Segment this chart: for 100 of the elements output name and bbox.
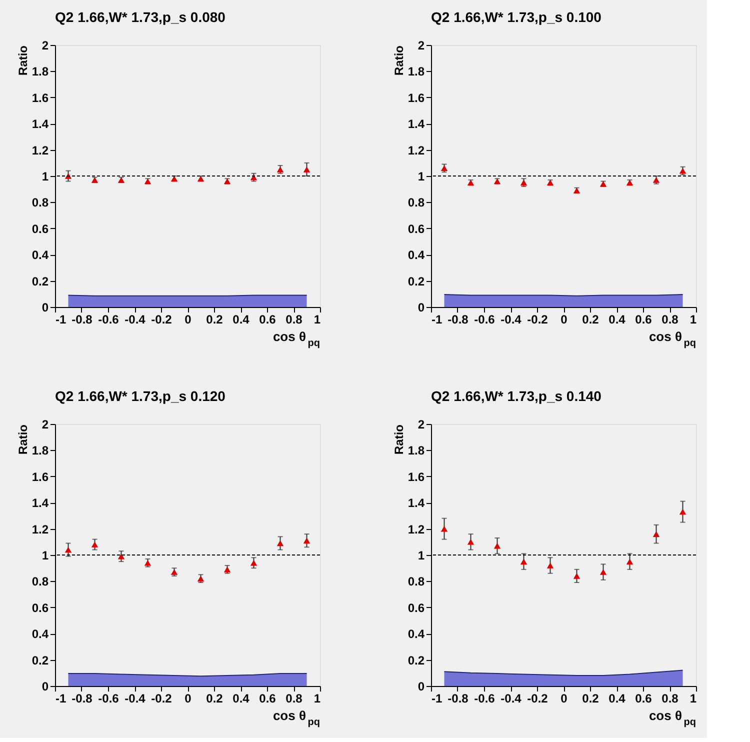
y-tick-label: 2 [418, 38, 425, 52]
x-tick-label: 0.6 [259, 312, 276, 326]
x-tick-label: -1 [432, 312, 442, 326]
x-tick-label: 0.8 [662, 692, 679, 706]
point [303, 538, 310, 544]
x-tick-label: -0.2 [527, 312, 548, 326]
y-axis-title: Ratio [16, 46, 30, 76]
y-tick-label: 0 [42, 680, 49, 694]
y-tick-label: 0.4 [408, 248, 425, 262]
x-tick-label: 1 [690, 312, 697, 326]
y-tick-label: 1.2 [408, 143, 425, 158]
x-tick-label: -0.4 [124, 692, 146, 706]
x-tick-label: -0.2 [151, 312, 172, 326]
y-tick-label: 0.6 [32, 600, 49, 615]
y-tick-label: 1.6 [408, 470, 425, 484]
x-tick-label: 1 [314, 692, 321, 706]
x-tick-label: 0.4 [608, 312, 626, 326]
y-tick-label: 0 [418, 300, 425, 314]
x-tick-label: 0.4 [232, 692, 250, 706]
y-axis-title: Ratio [16, 424, 30, 454]
x-tick-label: 0 [560, 692, 568, 706]
point [494, 542, 501, 549]
x-tick-label: -0.8 [448, 692, 469, 706]
y-tick-label: 1 [418, 548, 425, 562]
x-tick-label: -0.8 [72, 692, 93, 706]
y-tick-label: 1.8 [408, 64, 425, 79]
point [276, 540, 284, 546]
x-tick-label: 0.2 [582, 692, 600, 706]
y-tick-label: 1.2 [408, 522, 425, 536]
y-tick-label: 0.4 [32, 627, 49, 642]
chart-title: Q2 1.66,W* 1.73,p_s 0.080 [55, 9, 226, 25]
x-tick-label: 1 [314, 312, 321, 326]
x-tick-label: 0 [560, 312, 568, 326]
point [679, 508, 686, 515]
point [64, 546, 72, 553]
y-tick-label: 1.2 [32, 143, 49, 158]
x-tick-label: 0 [184, 692, 192, 706]
y-tick-label: 0.2 [408, 274, 425, 288]
point [440, 526, 448, 532]
y-tick-label: 1.4 [408, 117, 425, 132]
x-tick-label: 0.8 [286, 312, 303, 326]
y-tick-label: 1.8 [32, 444, 49, 458]
x-tick-label: -1 [56, 312, 66, 326]
y-tick-label: 0.2 [408, 653, 425, 668]
y-tick-label: 1.6 [32, 470, 49, 484]
x-tick-label: 0.6 [259, 692, 276, 706]
x-tick-label: -0.6 [474, 312, 496, 326]
x-tick-label: -0.2 [527, 692, 548, 706]
x-tick-label: -0.6 [98, 312, 120, 326]
point [520, 558, 528, 564]
y-axis-title: Ratio [392, 424, 406, 454]
y-tick-label: 0.8 [408, 196, 425, 210]
y-tick-label: 1.6 [408, 90, 425, 105]
x-tick-label: -0.2 [151, 692, 172, 706]
y-tick-label: 0 [42, 300, 49, 314]
x-tick-label: -0.4 [500, 312, 522, 326]
x-tick-label: 0.8 [286, 692, 303, 706]
x-tick-label: -0.4 [124, 312, 146, 326]
x-tick-label: 0.6 [635, 312, 652, 326]
point [546, 562, 554, 568]
y-tick-label: 0.6 [408, 222, 425, 236]
chart-title: Q2 1.66,W* 1.73,p_s 0.100 [431, 9, 602, 25]
point [118, 553, 125, 560]
y-tick-label: 1 [418, 170, 425, 184]
x-tick-label: 0.2 [582, 312, 600, 326]
y-tick-label: 1.4 [408, 496, 425, 510]
x-tick-label: 0.4 [608, 692, 626, 706]
y-tick-label: 0.6 [32, 222, 49, 236]
y-tick-label: 0.8 [32, 196, 49, 210]
x-tick-label: -1 [432, 692, 442, 706]
y-tick-label: 1.4 [32, 117, 49, 132]
point [652, 531, 660, 537]
point [197, 576, 204, 582]
y-tick-label: 1.4 [32, 496, 49, 510]
y-tick-label: 0.4 [408, 627, 425, 642]
point [467, 538, 474, 545]
y-tick-label: 0.8 [408, 574, 425, 589]
point [224, 566, 231, 572]
x-tick-label: 0 [184, 312, 192, 326]
x-tick-label: -0.4 [500, 692, 522, 706]
chart-title: Q2 1.66,W* 1.73,p_s 0.120 [55, 388, 226, 404]
point [600, 569, 607, 575]
point [573, 573, 580, 579]
x-tick-label: -0.8 [448, 312, 469, 326]
y-tick-label: 1.8 [32, 64, 49, 79]
x-tick-label: 0.8 [662, 312, 679, 326]
y-tick-label: 2 [42, 418, 49, 432]
x-tick-label: -0.6 [98, 692, 120, 706]
y-tick-label: 2 [418, 418, 425, 432]
x-tick-label: 0.6 [635, 692, 652, 706]
y-tick-label: 1.2 [32, 522, 49, 536]
y-tick-label: 1 [42, 170, 49, 184]
x-tick-label: -0.6 [474, 692, 496, 706]
x-tick-label: 0.4 [232, 312, 250, 326]
y-tick-label: 2 [42, 38, 49, 52]
y-tick-label: 0.4 [32, 248, 49, 262]
point [91, 542, 98, 548]
point [303, 166, 310, 172]
y-tick-label: 0.2 [32, 653, 49, 668]
y-axis-title: Ratio [392, 46, 406, 76]
